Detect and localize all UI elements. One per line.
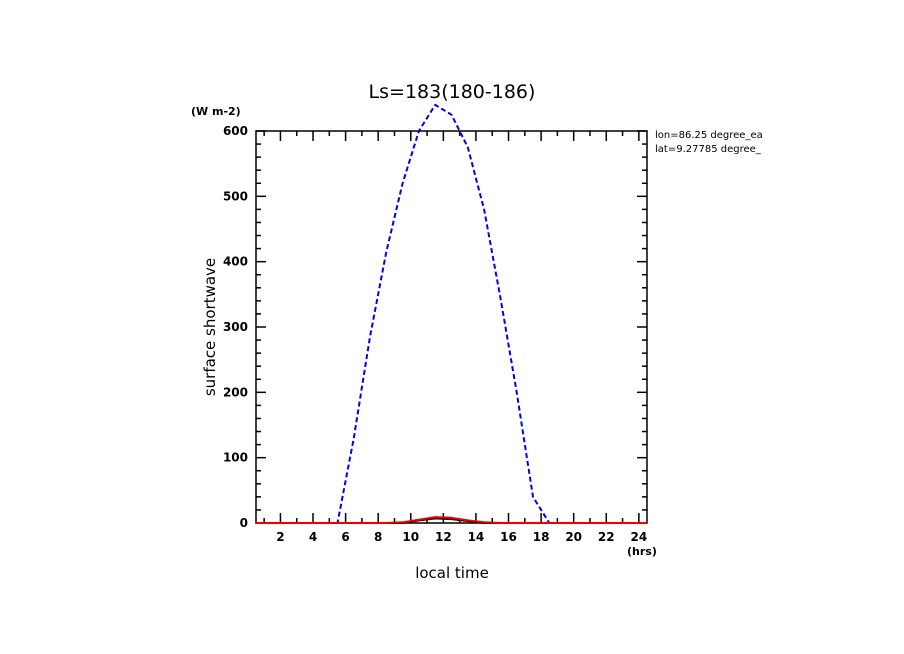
series-line-1 [256, 103, 647, 524]
y-tick-labels: 0 100 200 300 400 500 600 [223, 124, 248, 530]
plot-frame [255, 130, 648, 524]
y-axis-title: surface shortwave [201, 258, 219, 396]
y-unit-label: (W m-2) [191, 105, 241, 118]
annotation-lon: lon=86.25 degree_ea [655, 130, 763, 141]
axis-ticks [256, 130, 647, 524]
x-tick-label: 12 [435, 530, 452, 544]
y-tick-label: 600 [223, 124, 248, 138]
x-tick-label: 16 [500, 530, 517, 544]
x-tick-label: 14 [468, 530, 485, 544]
series-layer [256, 103, 647, 524]
x-tick-label: 24 [631, 530, 648, 544]
x-tick-label: 10 [402, 530, 419, 544]
x-unit-label: (hrs) [627, 545, 657, 558]
x-tick-label: 20 [565, 530, 582, 544]
y-tick-label: 100 [223, 451, 248, 465]
chart-title: Ls=183(180-186) [369, 81, 536, 103]
x-tick-label: 4 [309, 530, 317, 544]
x-axis-title: local time [415, 564, 489, 582]
x-tick-labels: 2 4 6 8 10 12 14 16 18 20 22 24 [276, 530, 647, 544]
series-line-3 [256, 516, 647, 524]
x-tick-label: 2 [276, 530, 284, 544]
y-tick-label: 300 [223, 320, 248, 334]
y-tick-label: 200 [223, 385, 248, 399]
x-tick-label: 18 [533, 530, 550, 544]
annotation-lat: lat=9.27785 degree_ [655, 144, 762, 155]
x-tick-label: 8 [374, 530, 382, 544]
y-tick-label: 0 [240, 516, 248, 530]
y-tick-label: 500 [223, 189, 248, 203]
x-tick-label: 6 [341, 530, 349, 544]
y-tick-label: 400 [223, 255, 248, 269]
x-tick-label: 22 [598, 530, 615, 544]
